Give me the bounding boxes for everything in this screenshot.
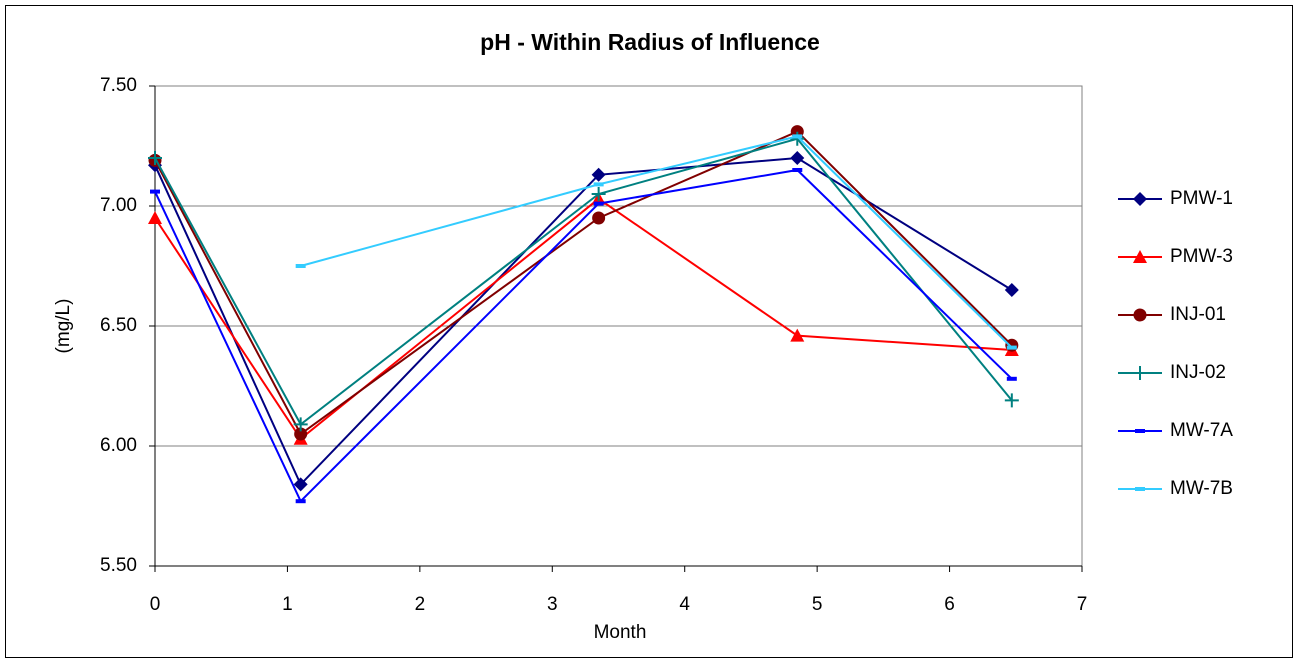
marker — [593, 201, 604, 206]
marker — [148, 151, 162, 165]
legend-label: INJ-02 — [1170, 362, 1226, 383]
marker — [150, 189, 160, 194]
y-tick-label: 6.00 — [100, 435, 137, 456]
marker — [792, 134, 803, 139]
marker — [1135, 429, 1145, 433]
marker — [792, 168, 803, 172]
marker — [1004, 393, 1019, 408]
marker — [1133, 308, 1147, 322]
legend-label: PMW-3 — [1170, 246, 1233, 267]
x-tick-label: 2 — [415, 594, 426, 615]
marker — [1135, 487, 1145, 491]
y-tick-label: 7.00 — [100, 195, 137, 216]
marker — [295, 264, 306, 268]
y-tick-label: 6.50 — [100, 315, 137, 336]
y-axis-label: (mg/L) — [53, 299, 74, 354]
marker — [1133, 192, 1147, 206]
y-tick-label: 7.50 — [100, 75, 137, 96]
marker — [592, 211, 606, 225]
marker — [790, 328, 805, 342]
x-tick-label: 3 — [547, 594, 558, 615]
x-tick-label: 6 — [944, 594, 955, 615]
legend-label: PMW-1 — [1170, 188, 1233, 209]
chart-title: pH - Within Radius of Influence — [480, 29, 820, 55]
legend-label: MW-7A — [1170, 420, 1233, 441]
x-tick-label: 0 — [150, 594, 161, 615]
marker — [1006, 345, 1017, 350]
marker — [148, 211, 162, 224]
marker — [294, 427, 308, 441]
marker — [591, 187, 606, 201]
marker — [1004, 283, 1019, 297]
x-tick-label: 5 — [812, 594, 823, 615]
x-tick-label: 4 — [679, 594, 690, 615]
x-axis-label: Month — [594, 622, 647, 643]
x-tick-label: 7 — [1077, 594, 1088, 615]
series-line — [300, 135, 1013, 349]
legend-label: MW-7B — [1170, 478, 1233, 499]
marker — [1133, 366, 1147, 380]
marker — [1133, 250, 1147, 263]
y-tick-label: 5.50 — [100, 555, 137, 576]
marker — [591, 167, 606, 182]
marker — [593, 182, 604, 187]
marker — [293, 477, 308, 492]
marker — [293, 417, 308, 432]
marker — [790, 131, 805, 146]
marker — [295, 499, 306, 504]
legend-label: INJ-01 — [1170, 304, 1226, 325]
marker — [790, 151, 805, 165]
x-tick-label: 1 — [282, 594, 293, 615]
marker — [1006, 376, 1017, 381]
marker — [1005, 338, 1019, 352]
